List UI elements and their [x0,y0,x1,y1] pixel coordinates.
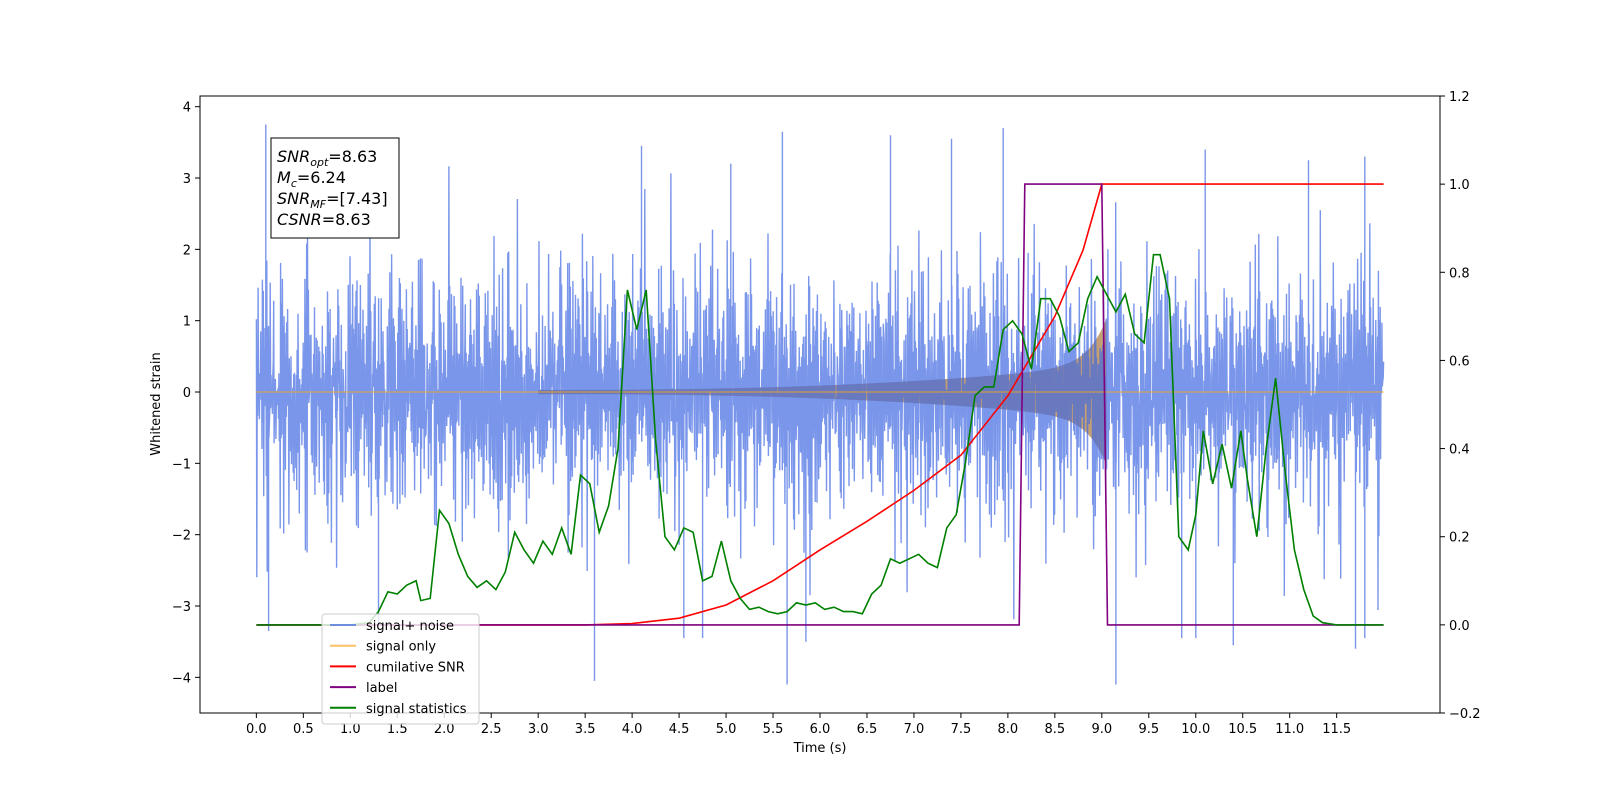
legend-label: label [366,681,397,696]
series-signal-statistics [256,253,1384,626]
x-tick-label: 7.5 [951,722,972,737]
x-tick-label: 8.5 [1045,722,1066,737]
x-tick-label: 3.0 [528,722,549,737]
series-signal-noise [255,124,1385,685]
x-tick-label: 0.5 [293,722,314,737]
x-axis-label: Time (s) [793,741,847,756]
x-tick-label: 7.0 [904,722,925,737]
series-label [256,183,1384,626]
series-cumilative-snr [256,183,1384,626]
x-tick-label: 10.0 [1181,722,1210,737]
y-axis-left: −4 −3 −2 −1 0 1 2 3 4 [172,101,200,686]
y2-tick-label: 1.2 [1449,90,1470,105]
y-tick-label: −4 [172,671,191,686]
y2-tick-label: 0.2 [1449,531,1470,546]
legend-box [321,613,480,725]
x-tick-label: 11.5 [1322,722,1351,737]
x-tick-label: 6.0 [810,722,831,737]
x-tick-label: 11.0 [1275,722,1304,737]
annotation-line: Mc=6.24 [277,168,346,190]
y-tick-label: 1 [183,315,191,330]
x-axis: 0.0 0.5 1.0 1.5 2.0 2.5 3.0 3.5 4.0 4.5 5.0 5.5 6.0 6… [246,713,1351,737]
x-tick-label: 10.5 [1228,722,1257,737]
x-tick-label: 8.0 [998,722,1019,737]
legend-label: signal statistics [366,702,467,717]
x-tick-label: 9.5 [1138,722,1159,737]
y-tick-label: 4 [183,101,191,116]
y-axis-label: Whitened strain [149,352,164,455]
x-tick-label: 2.0 [434,722,455,737]
y2-tick-label: 0.8 [1449,266,1470,281]
legend-label: signal only [366,640,436,655]
x-tick-label: 4.5 [669,722,690,737]
y2-tick-label: 0.6 [1449,354,1470,369]
y-tick-label: −1 [172,457,191,472]
y2-tick-label: 1.0 [1449,178,1470,193]
legend: signal+ noise signal only cumilative SNR la… [321,613,480,725]
y-tick-label: 2 [183,243,191,258]
annotation-box [270,137,400,239]
series-layer [255,124,1385,685]
x-tick-label: 3.5 [575,722,596,737]
legend-label: signal+ noise [366,619,454,634]
x-tick-label: 4.0 [622,722,643,737]
x-tick-label: 0.0 [246,722,267,737]
y-tick-label: 0 [183,386,191,401]
x-tick-label: 1.0 [340,722,361,737]
y2-tick-label: 0.4 [1449,443,1470,458]
y2-tick-label: 0.0 [1449,619,1470,634]
legend-label: cumilative SNR [366,660,465,675]
x-tick-label: 5.5 [763,722,784,737]
y-tick-label: −2 [172,529,191,544]
y-tick-label: −3 [172,600,191,615]
x-tick-label: 9.0 [1091,722,1112,737]
x-tick-label: 2.5 [481,722,502,737]
x-tick-label: 6.5 [857,722,878,737]
y-axis-right: −0.2 0.0 0.2 0.4 0.6 0.8 1.0 1.2 [1440,90,1481,722]
annotation-line: SNRMF=[7.43] [277,189,388,211]
y-tick-label: 3 [183,172,191,187]
y2-tick-label: −0.2 [1449,707,1481,722]
annotation-line: SNRopt=8.63 [277,147,377,169]
x-tick-label: 1.5 [387,722,408,737]
annotation-line: CSNR=8.63 [277,210,371,229]
x-tick-label: 5.0 [716,722,737,737]
